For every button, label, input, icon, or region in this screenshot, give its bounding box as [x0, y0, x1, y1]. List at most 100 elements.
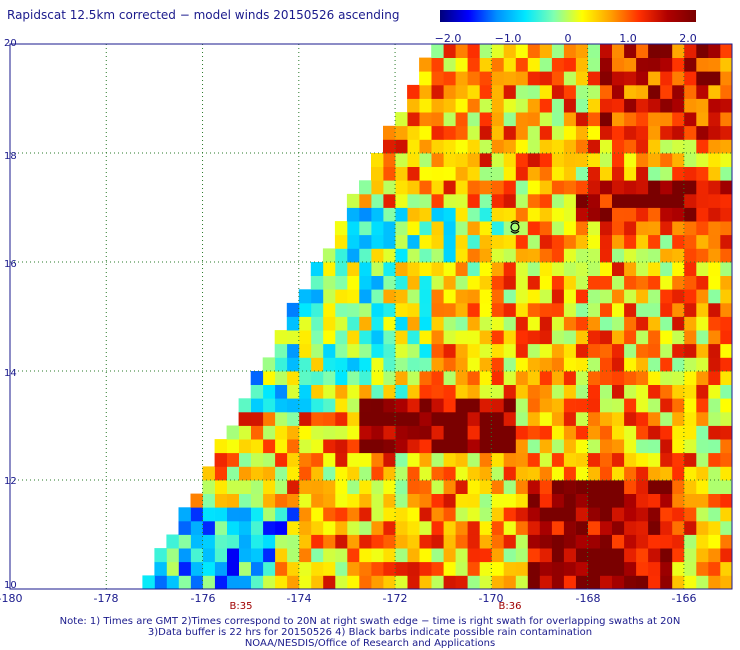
wind-cell	[395, 193, 408, 208]
wind-cell	[455, 275, 468, 290]
wind-cell	[671, 520, 685, 535]
wind-cell	[250, 466, 264, 481]
wind-cell	[503, 330, 516, 345]
wind-cell	[623, 221, 637, 236]
wind-cell	[298, 480, 312, 494]
wind-cell	[467, 71, 480, 86]
wind-cell	[310, 371, 324, 385]
wind-cell	[527, 289, 540, 304]
wind-cell	[346, 411, 360, 426]
wind-cell	[563, 98, 576, 113]
wind-cell	[647, 357, 661, 372]
wind-cell	[611, 262, 625, 276]
wind-cell	[503, 44, 516, 58]
wind-cell	[359, 439, 372, 454]
wind-cell	[334, 439, 348, 454]
wind-cell	[310, 575, 324, 590]
wind-cell	[647, 57, 661, 72]
wind-cell	[563, 534, 576, 549]
wind-cell	[635, 411, 649, 426]
wind-cell	[166, 575, 179, 590]
wind-cell	[503, 548, 516, 563]
wind-cell	[334, 534, 348, 549]
wind-cell	[346, 466, 360, 481]
wind-cell	[371, 371, 384, 385]
note-line: Note: 1) Times are GMT 2)Times correspon…	[59, 616, 681, 627]
wind-cell	[479, 520, 492, 535]
wind-cell	[214, 480, 227, 494]
wind-cell	[599, 44, 612, 58]
wind-cell	[419, 275, 432, 290]
wind-cell	[383, 262, 396, 276]
wind-cell	[563, 248, 576, 263]
wind-cell	[575, 411, 588, 426]
wind-cell	[503, 439, 516, 454]
wind-cell	[683, 139, 697, 154]
wind-cell	[479, 112, 492, 127]
wind-cell	[443, 262, 456, 276]
wind-cell	[695, 153, 709, 167]
wind-cell	[707, 480, 721, 494]
wind-cell	[551, 343, 564, 358]
wind-cell	[455, 84, 468, 99]
wind-cell	[419, 262, 432, 276]
wind-cell	[202, 493, 215, 508]
wind-cell	[683, 371, 697, 385]
wind-cell	[455, 561, 468, 576]
wind-cell	[515, 480, 528, 494]
wind-cell	[359, 411, 372, 426]
wind-cell	[539, 411, 552, 426]
wind-cell	[407, 98, 420, 113]
wind-cell	[515, 371, 528, 385]
wind-cell	[383, 139, 396, 154]
wind-cell	[455, 493, 468, 508]
wind-cell	[322, 357, 336, 372]
wind-cell	[611, 398, 625, 413]
wind-cell	[659, 507, 673, 522]
wind-cell	[431, 125, 444, 140]
wind-cell	[599, 180, 612, 195]
wind-cell	[395, 493, 408, 508]
wind-cell	[539, 221, 552, 236]
wind-cell	[479, 371, 492, 385]
wind-cell	[611, 561, 625, 576]
wind-cell	[551, 439, 564, 454]
wind-cell	[322, 520, 336, 535]
wind-cell	[322, 384, 336, 399]
wind-cell	[611, 330, 625, 345]
wind-cell	[479, 262, 492, 276]
wind-cell	[587, 302, 600, 317]
wind-cell	[647, 575, 661, 590]
wind-cell	[683, 548, 697, 563]
wind-cell	[383, 466, 396, 481]
lon-tick-label: -170	[478, 592, 504, 605]
wind-cell	[599, 534, 612, 549]
wind-cell	[647, 411, 661, 426]
wind-cell	[479, 384, 492, 399]
wind-cell	[695, 180, 709, 195]
wind-cell	[310, 289, 324, 304]
wind-cell	[226, 466, 239, 481]
wind-cell	[647, 248, 661, 263]
wind-cell	[527, 507, 540, 522]
wind-cell	[346, 384, 360, 399]
wind-cell	[455, 534, 468, 549]
wind-cell	[611, 343, 625, 358]
wind-cell	[659, 439, 673, 454]
wind-cell	[623, 207, 637, 222]
wind-cell	[479, 330, 492, 345]
wind-cell	[238, 520, 251, 535]
wind-cell	[262, 384, 276, 399]
wind-cell	[467, 371, 480, 385]
wind-cell	[527, 180, 540, 195]
wind-cell	[720, 561, 733, 576]
wind-cell	[539, 398, 552, 413]
wind-cell	[539, 561, 552, 576]
wind-cell	[503, 302, 516, 317]
wind-cell	[575, 357, 588, 372]
wind-cell	[515, 398, 528, 413]
wind-cell	[599, 316, 612, 331]
wind-cell	[491, 275, 504, 290]
wind-cell	[395, 166, 408, 181]
wind-cell	[671, 411, 685, 426]
